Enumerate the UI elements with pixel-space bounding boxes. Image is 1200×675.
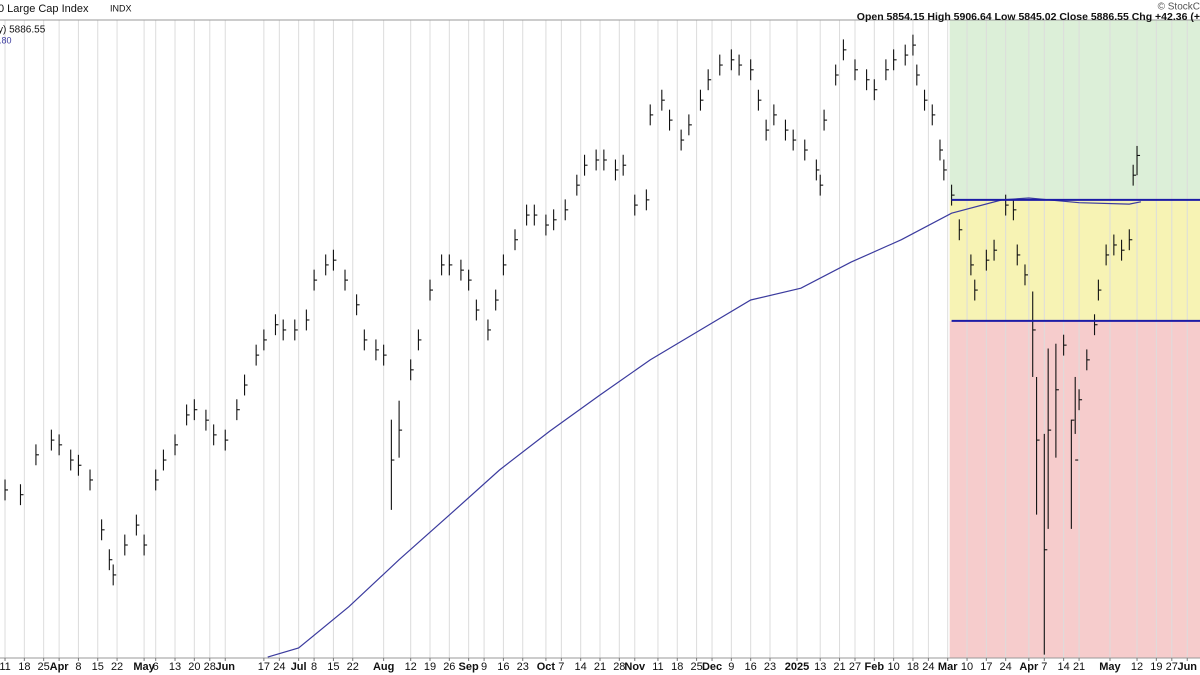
x-tick-label: 9 bbox=[481, 661, 487, 673]
legend-overlay: 2.80 bbox=[0, 35, 12, 45]
x-tick-label: 15 bbox=[92, 661, 104, 673]
x-tick-label: Aug bbox=[373, 661, 394, 673]
x-tick-label: 24 bbox=[922, 661, 934, 673]
x-tick-label: 18 bbox=[907, 661, 919, 673]
x-tick-label: 19 bbox=[1150, 661, 1162, 673]
x-tick-label: 8 bbox=[75, 661, 81, 673]
x-tick-label: 7 bbox=[1041, 661, 1047, 673]
x-tick-label: 8 bbox=[311, 661, 317, 673]
x-tick-label: 15 bbox=[327, 661, 339, 673]
grid bbox=[4, 20, 1188, 658]
marks bbox=[4, 34, 1200, 658]
x-tick-label: Sep bbox=[459, 661, 479, 673]
x-tick-label: 16 bbox=[497, 661, 509, 673]
legend-price: y) 5886.55 bbox=[0, 25, 46, 36]
symbol: INDX bbox=[110, 3, 132, 13]
x-tick-label: 17 bbox=[980, 661, 992, 673]
x-tick-label: 9 bbox=[728, 661, 734, 673]
x-tick-label: 11 bbox=[652, 661, 663, 673]
x-tick-label: 6 bbox=[153, 661, 159, 673]
x-tick-label: 28 bbox=[204, 661, 216, 673]
x-tick-label: 26 bbox=[443, 661, 455, 673]
x-tick-label: 13 bbox=[169, 661, 181, 673]
x-tick-label: 19 bbox=[424, 661, 436, 673]
x-tick-label: Apr bbox=[1019, 661, 1039, 673]
x-tick-label: 10 bbox=[961, 661, 973, 673]
x-tick-label: 25 bbox=[38, 661, 50, 673]
x-tick-label: 13 bbox=[814, 661, 826, 673]
header-band bbox=[0, 0, 1200, 20]
x-tick-label: 24 bbox=[1000, 661, 1012, 673]
x-tick-label: 23 bbox=[517, 661, 529, 673]
x-tick-label: 21 bbox=[1073, 661, 1085, 673]
x-tick-label: 10 bbox=[888, 661, 900, 673]
x-tick-label: Dec bbox=[702, 661, 722, 673]
x-tick-label: Oct bbox=[537, 661, 556, 673]
x-tick-label: 18 bbox=[671, 661, 683, 673]
quote: Open 5854.15 High 5906.64 Low 5845.02 Cl… bbox=[857, 11, 1200, 23]
x-tick-label: Nov bbox=[624, 661, 646, 673]
x-tick-label: 27 bbox=[1166, 661, 1178, 673]
chart-title: 0 Large Cap Index bbox=[0, 3, 89, 15]
x-tick-label: May bbox=[1099, 661, 1121, 673]
x-tick-label: May bbox=[133, 661, 155, 673]
x-tick-label: 14 bbox=[575, 661, 587, 673]
x-tick-label: Feb bbox=[865, 661, 885, 673]
x-tick-label: Jun bbox=[215, 661, 235, 673]
x-tick-label: 21 bbox=[833, 661, 845, 673]
moving-average bbox=[267, 197, 1142, 658]
zone bbox=[949, 320, 1200, 658]
x-tick-label: 20 bbox=[188, 661, 200, 673]
x-tick-label: 7 bbox=[558, 661, 564, 673]
x-tick-label: Jul bbox=[291, 661, 307, 673]
x-tick-label: 18 bbox=[18, 661, 30, 673]
x-tick-label: 25 bbox=[690, 661, 702, 673]
x-tick-label: 27 bbox=[849, 661, 861, 673]
x-tick-label: Apr bbox=[50, 661, 70, 673]
x-tick-label: 23 bbox=[764, 661, 776, 673]
x-tick-label: 12 bbox=[405, 661, 417, 673]
x-tick-label: Mar bbox=[938, 661, 958, 673]
credit: © StockC bbox=[1158, 2, 1200, 13]
x-tick-label: 17 bbox=[258, 661, 270, 673]
zone bbox=[949, 199, 1200, 321]
x-tick-label: 24 bbox=[273, 661, 285, 673]
x-tick-label: 21 bbox=[594, 661, 606, 673]
x-tick-label: 22 bbox=[347, 661, 359, 673]
zone bbox=[949, 20, 1200, 200]
x-tick-label: 14 bbox=[1057, 661, 1069, 673]
x-tick-label: 11 bbox=[0, 661, 11, 673]
zones bbox=[949, 20, 1200, 658]
x-tick-label: 22 bbox=[111, 661, 123, 673]
x-tick-label: 2025 bbox=[785, 661, 809, 673]
x-tick-label: 28 bbox=[613, 661, 625, 673]
axis-band bbox=[0, 658, 1200, 675]
x-tick-label: 16 bbox=[745, 661, 757, 673]
x-tick-label: Jun bbox=[1177, 661, 1197, 673]
x-tick-label: 12 bbox=[1131, 661, 1143, 673]
